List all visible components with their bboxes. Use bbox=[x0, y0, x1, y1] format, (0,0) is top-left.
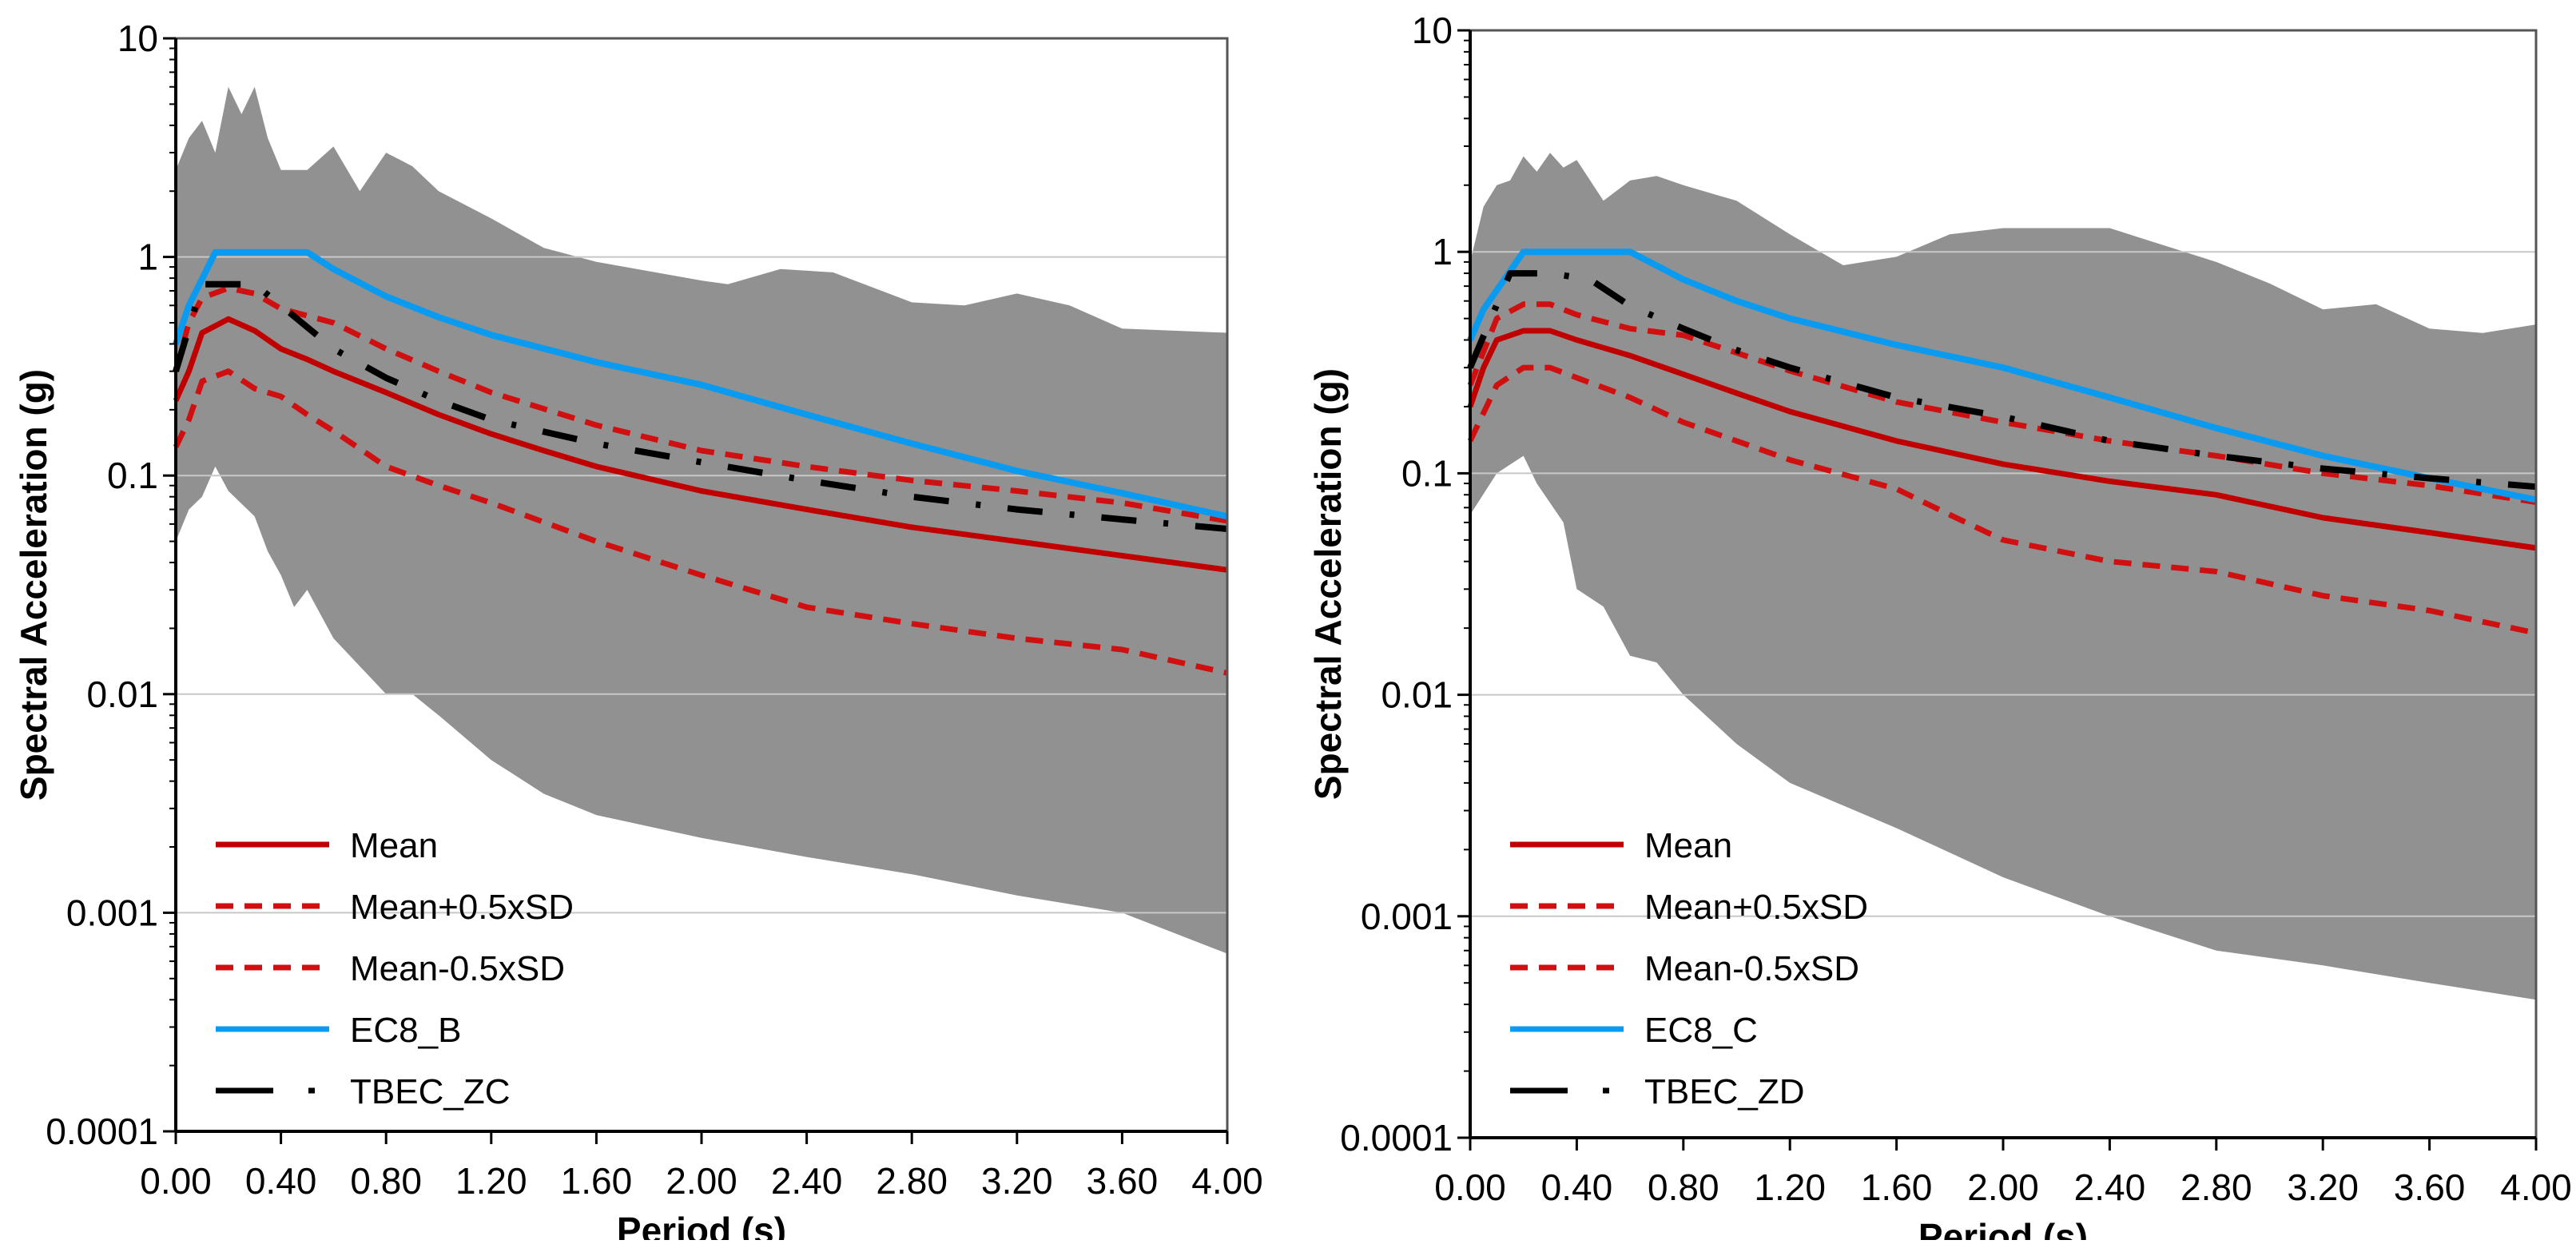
series-line-ec8-c bbox=[1467, 248, 2537, 503]
x-tick-label: 0.00 bbox=[140, 1160, 212, 1202]
x-axis-title: Period (s) bbox=[1918, 1216, 2088, 1240]
series-line-mean bbox=[173, 316, 1228, 573]
series-line-tbec-zd bbox=[1467, 270, 2537, 491]
legend-label: Mean+0.5xSD bbox=[1644, 888, 1868, 927]
x-tick-label: 1.20 bbox=[455, 1160, 527, 1202]
y-tick-label: 0.1 bbox=[107, 455, 158, 496]
y-tick-label: 0.01 bbox=[1381, 674, 1453, 716]
legend-label: Mean-0.5xSD bbox=[1644, 949, 1859, 988]
legend-label: Mean bbox=[1644, 826, 1732, 865]
series-line-mean-0-5xsd bbox=[1467, 364, 2537, 636]
chart-panel-1: 0.0001 0.001 0.01 0.1 1 10 0.00 0.40 0.80 1.20 1.6… bbox=[13, 18, 1263, 1244]
series-line-mean bbox=[1467, 328, 2537, 551]
legend-label: TBEC_ZD bbox=[1644, 1072, 1804, 1111]
x-tick-label: 1.60 bbox=[561, 1160, 633, 1202]
x-tick-label: 0.40 bbox=[1541, 1166, 1613, 1208]
chart-panel-2: 0.0001 0.001 0.01 0.1 1 10 0.00 0.40 0.80 1.20 1.6… bbox=[1307, 10, 2572, 1244]
y-tick-label: 0.0001 bbox=[46, 1111, 158, 1152]
series-line-ec8-b bbox=[173, 248, 1228, 520]
legend: Mean Mean+0.5xSD Mean-0.5xSD EC8_C TBEC_ZD bbox=[1510, 826, 1868, 1111]
record-envelope-area bbox=[176, 86, 1227, 954]
x-tick-label: 1.60 bbox=[1861, 1166, 1933, 1208]
y-tick-label: 10 bbox=[1412, 10, 1453, 51]
y-tick-label: 0.01 bbox=[86, 674, 158, 715]
x-tick-label: 3.20 bbox=[981, 1160, 1053, 1202]
series-line-mean-0-5xsd bbox=[1467, 301, 2537, 506]
y-tick-label: 0.0001 bbox=[1340, 1117, 1453, 1159]
legend: Mean Mean+0.5xSD Mean-0.5xSD EC8_B TBEC_ZC bbox=[216, 826, 574, 1111]
x-tick-label: 0.80 bbox=[350, 1160, 422, 1202]
legend-label: EC8_B bbox=[350, 1011, 461, 1050]
record-envelope-area bbox=[1470, 153, 2536, 1000]
legend-label: Mean+0.5xSD bbox=[350, 888, 574, 927]
x-tick-label: 2.80 bbox=[2180, 1166, 2252, 1208]
x-tick-label: 2.40 bbox=[2074, 1166, 2146, 1208]
y-axis-title: Spectral Acceleration (g) bbox=[1307, 368, 1349, 800]
y-tick-label: 0.001 bbox=[1361, 896, 1453, 937]
x-tick-label: 0.40 bbox=[245, 1160, 317, 1202]
x-tick-label: 2.00 bbox=[1967, 1166, 2039, 1208]
x-tick-label: 2.40 bbox=[771, 1160, 843, 1202]
x-tick-label: 3.60 bbox=[2394, 1166, 2466, 1208]
y-tick-label: 1 bbox=[1432, 231, 1453, 272]
y-tick-label: 10 bbox=[117, 18, 158, 59]
x-tick-label: 4.00 bbox=[1191, 1160, 1263, 1202]
y-tick-label: 1 bbox=[137, 236, 158, 278]
legend-label: EC8_C bbox=[1644, 1011, 1758, 1050]
legend-label: TBEC_ZC bbox=[350, 1072, 510, 1111]
x-tick-label: 2.00 bbox=[666, 1160, 737, 1202]
x-tick-label: 3.20 bbox=[2287, 1166, 2359, 1208]
legend-label: Mean-0.5xSD bbox=[350, 949, 565, 988]
x-axis-title: Period (s) bbox=[617, 1210, 786, 1240]
x-tick-label: 2.80 bbox=[876, 1160, 948, 1202]
y-axis-title: Spectral Acceleration (g) bbox=[13, 369, 54, 801]
y-tick-label: 0.1 bbox=[1401, 452, 1453, 494]
x-tick-label: 4.00 bbox=[2500, 1166, 2572, 1208]
x-tick-label: 0.00 bbox=[1434, 1166, 1506, 1208]
series-line-mean-0-5xsd bbox=[173, 368, 1228, 676]
y-tick-label: 0.001 bbox=[66, 892, 158, 933]
series-line-mean-0-5xsd bbox=[173, 285, 1228, 524]
legend-label: Mean bbox=[350, 826, 438, 865]
x-tick-label: 0.80 bbox=[1648, 1166, 1719, 1208]
x-tick-label: 3.60 bbox=[1087, 1160, 1159, 1202]
x-tick-label: 1.20 bbox=[1754, 1166, 1826, 1208]
